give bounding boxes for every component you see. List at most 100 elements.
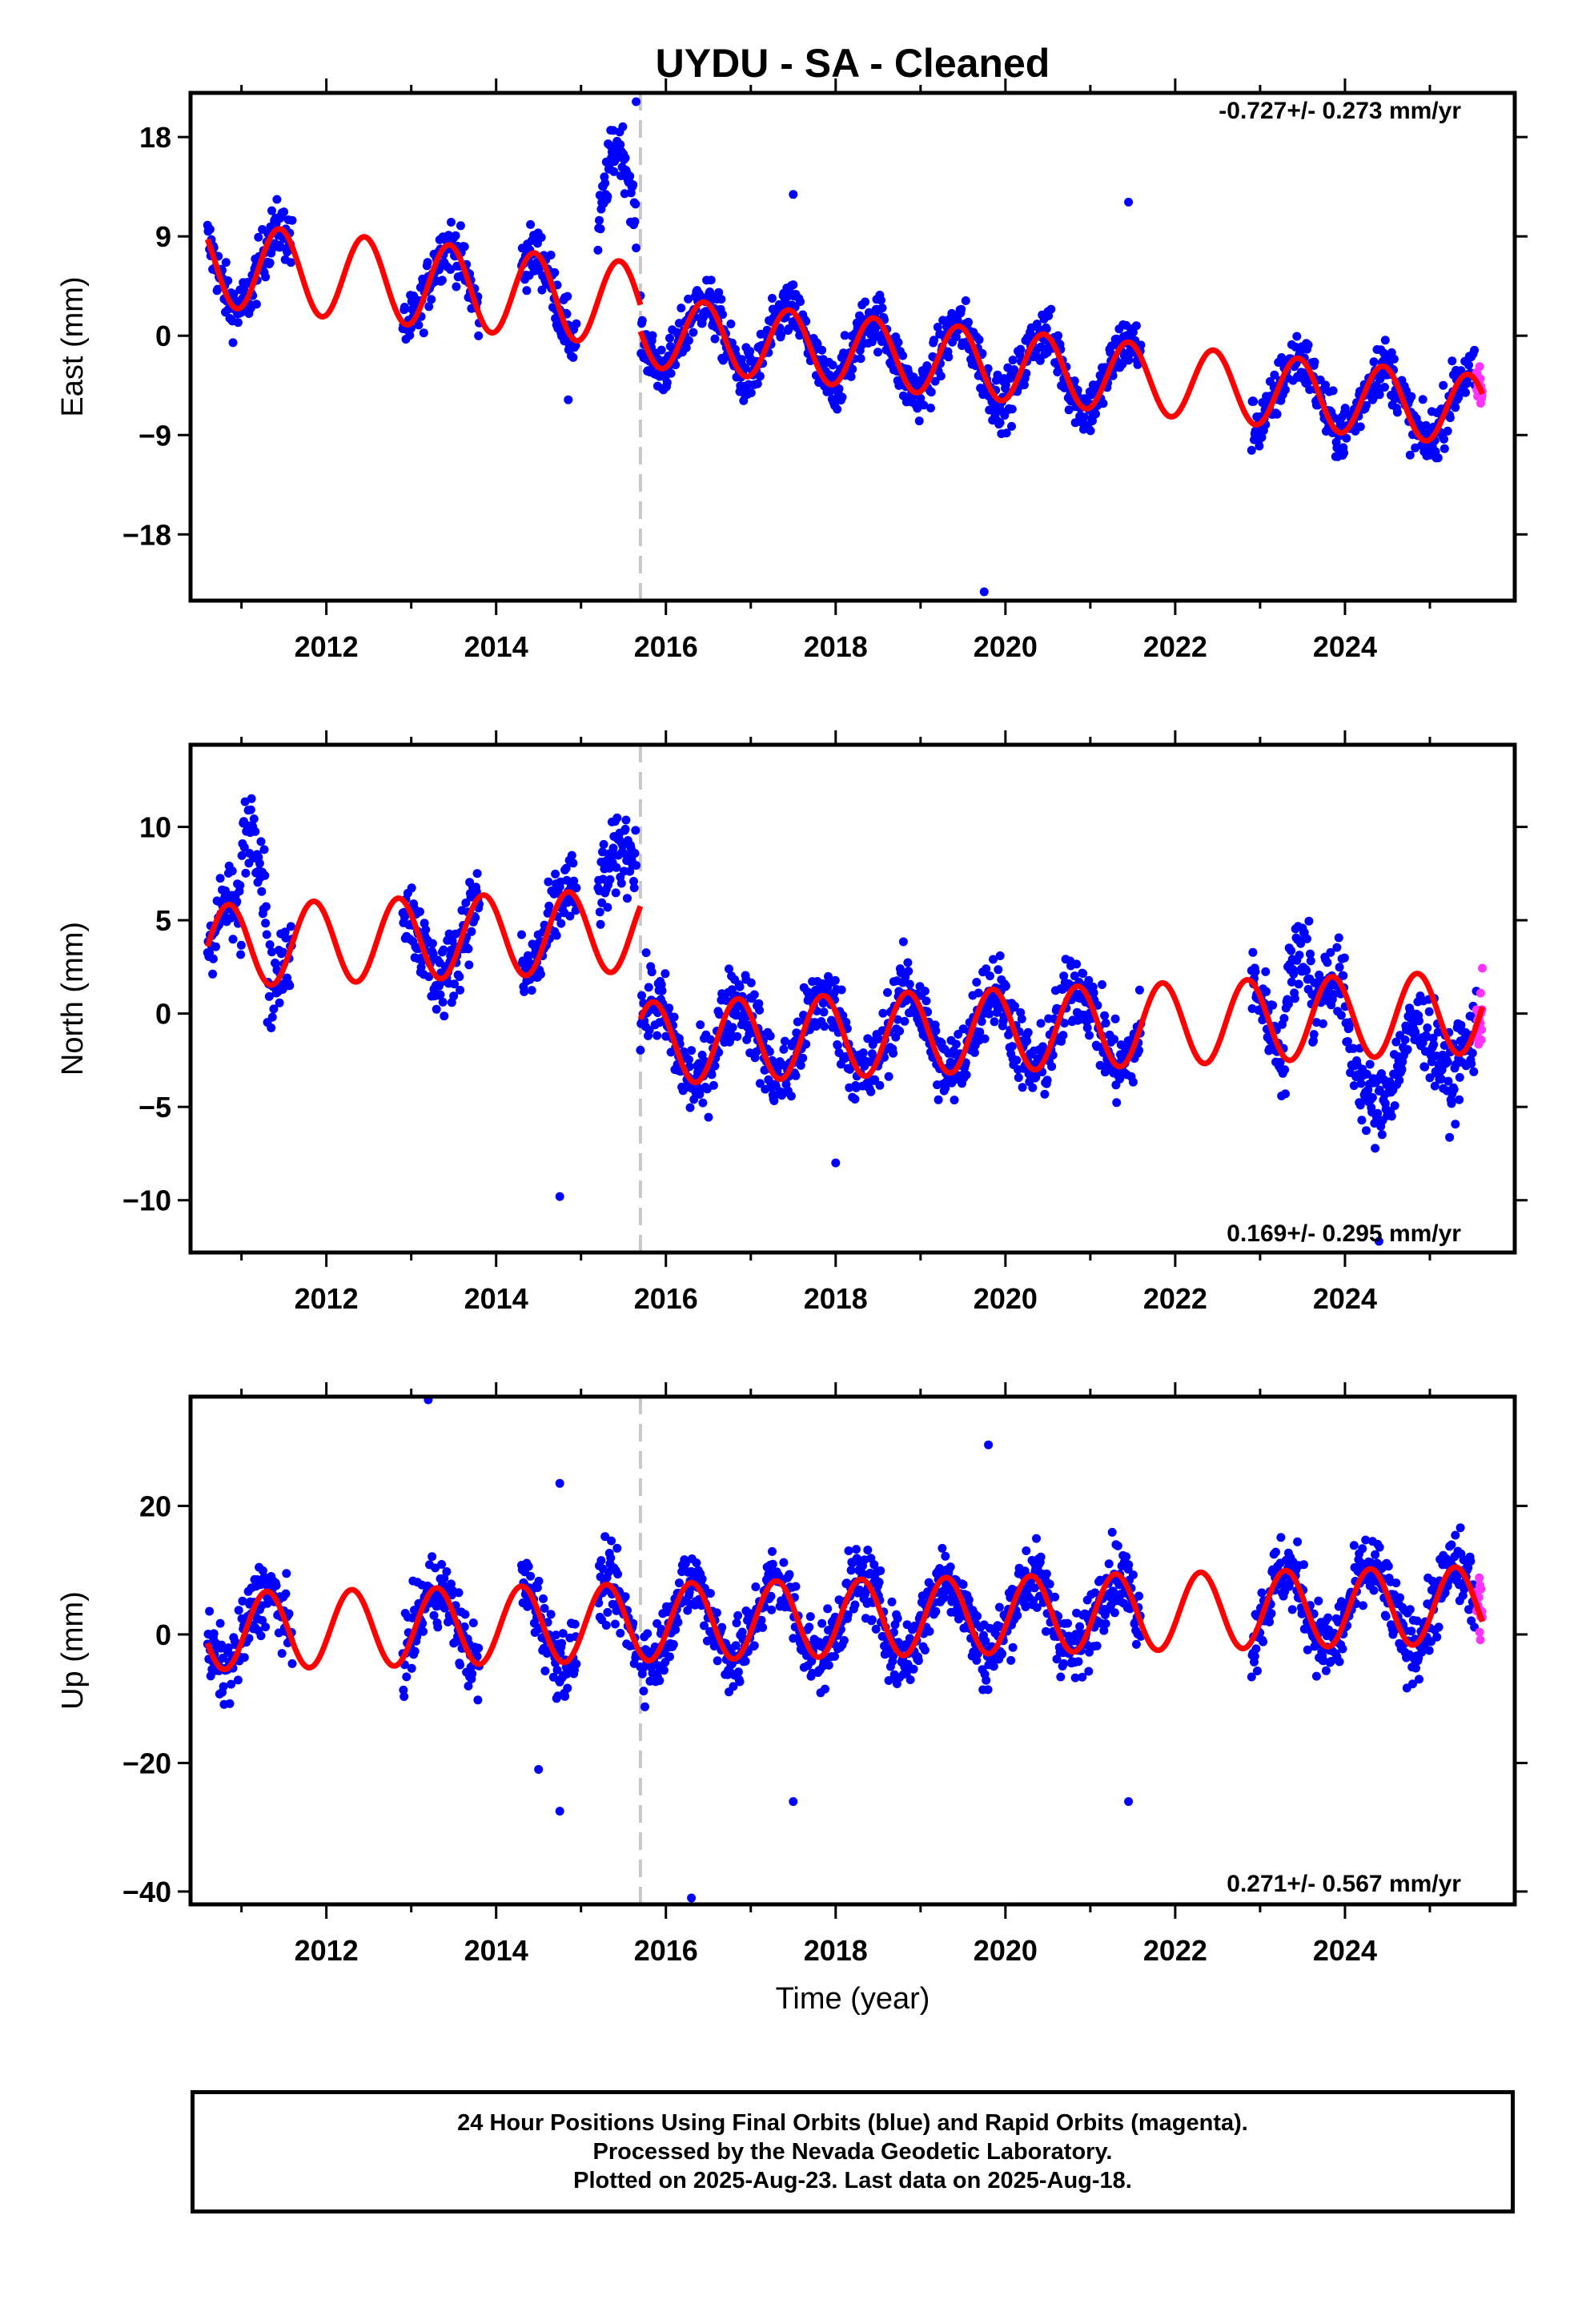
data-point <box>1303 934 1311 943</box>
data-point <box>850 1095 860 1104</box>
data-point <box>1042 1076 1052 1085</box>
data-point <box>707 1070 717 1080</box>
data-point <box>884 1072 893 1081</box>
y-tick-label: 10 <box>139 811 171 844</box>
data-point <box>1014 1073 1023 1083</box>
data-point <box>990 1017 999 1027</box>
data-point <box>875 1080 885 1090</box>
data-point <box>1383 1562 1393 1571</box>
data-point <box>755 1005 765 1015</box>
data-point <box>934 1095 943 1104</box>
data-point <box>275 998 284 1007</box>
data-point <box>1013 1610 1022 1620</box>
data-point <box>595 907 604 917</box>
data-point <box>1447 1099 1456 1108</box>
data-point <box>440 1574 449 1583</box>
data-point <box>852 1545 861 1554</box>
data-point <box>447 218 456 227</box>
data-point <box>238 1596 247 1606</box>
data-point <box>920 1646 930 1655</box>
data-point <box>1079 412 1089 422</box>
data-point <box>618 122 628 131</box>
data-point <box>1454 392 1464 402</box>
data-point <box>1042 324 1051 334</box>
data-point <box>817 1618 827 1628</box>
data-point <box>1433 1027 1443 1037</box>
data-point <box>424 972 434 982</box>
data-point <box>926 404 935 412</box>
outlier-point <box>789 1797 798 1807</box>
data-point <box>236 940 246 950</box>
data-point <box>552 1665 562 1675</box>
data-point <box>833 1041 842 1050</box>
rapid-data-point <box>1477 1025 1487 1035</box>
data-point <box>1296 939 1306 948</box>
data-point <box>843 1610 853 1619</box>
data-point <box>464 944 473 954</box>
data-point <box>791 1582 801 1591</box>
data-point <box>620 189 629 199</box>
data-point <box>768 294 777 303</box>
outlier-point <box>979 587 989 597</box>
data-point <box>644 983 653 992</box>
data-point <box>1310 357 1319 367</box>
data-point <box>863 1546 873 1554</box>
data-point <box>666 368 676 378</box>
data-point <box>870 325 880 335</box>
data-point <box>1272 409 1282 419</box>
data-point <box>447 1579 456 1589</box>
x-tick-label: 2024 <box>1313 630 1377 663</box>
data-point <box>420 919 429 928</box>
data-point <box>1342 433 1351 443</box>
data-point <box>596 1556 606 1566</box>
data-point <box>1078 969 1088 979</box>
data-point <box>1261 967 1271 976</box>
data-point <box>407 1663 416 1673</box>
rapid-data-point <box>1478 963 1487 973</box>
data-point <box>866 1087 876 1096</box>
data-point <box>601 1621 611 1630</box>
data-point <box>282 1569 291 1578</box>
outlier-point <box>984 1440 994 1449</box>
data-point <box>625 171 635 181</box>
data-point <box>215 1618 225 1628</box>
x-axis-label: Time (year) <box>776 1982 930 2016</box>
data-point <box>697 1574 707 1584</box>
data-point <box>607 1536 616 1546</box>
plot-area-north <box>203 745 1487 1252</box>
data-point <box>1364 1574 1374 1583</box>
data-point <box>1008 1642 1018 1652</box>
data-point <box>1030 1583 1039 1593</box>
data-point <box>1424 1007 1434 1016</box>
data-point <box>460 242 469 251</box>
data-point <box>221 886 230 895</box>
data-point <box>271 1581 281 1590</box>
data-point <box>595 215 604 225</box>
data-point <box>1134 1046 1144 1055</box>
data-point <box>1443 426 1452 436</box>
data-point <box>1469 1067 1479 1076</box>
data-point <box>1302 966 1311 975</box>
data-point <box>644 1025 654 1035</box>
data-point <box>1339 971 1348 980</box>
outlier-point <box>555 1192 564 1201</box>
data-point <box>1451 403 1460 412</box>
data-point <box>565 911 575 921</box>
data-point <box>211 942 220 951</box>
data-point <box>568 352 578 362</box>
data-point <box>710 1061 720 1071</box>
data-point <box>819 1007 829 1017</box>
data-point <box>1255 441 1264 451</box>
y-tick-label: 0 <box>155 1618 171 1651</box>
data-point <box>1277 353 1287 362</box>
data-point <box>1008 356 1018 365</box>
data-point <box>1131 1639 1141 1649</box>
data-point <box>1299 1560 1308 1570</box>
data-point <box>754 999 764 1008</box>
data-point <box>456 1660 465 1670</box>
data-point <box>563 292 572 301</box>
data-point <box>982 964 991 974</box>
data-point <box>861 297 870 307</box>
data-point <box>702 1084 712 1094</box>
